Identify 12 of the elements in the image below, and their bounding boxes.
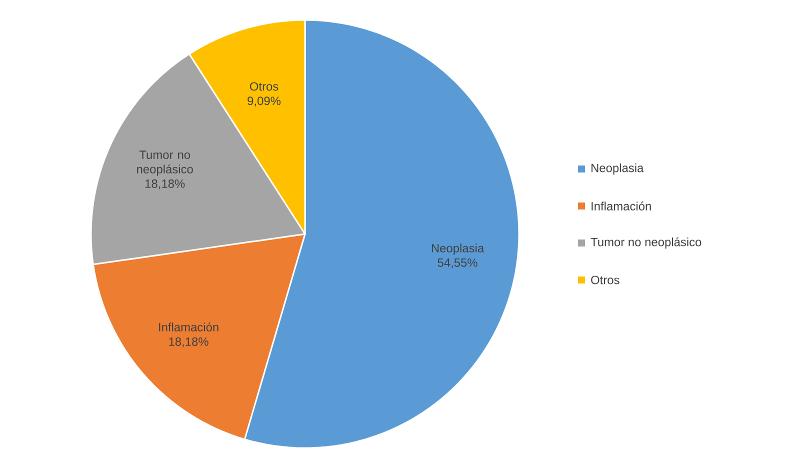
data-label: 18,18% [169,337,208,348]
legend-label: Neoplasia [592,163,644,175]
slice-label: Neoplasia [432,244,484,255]
legend-label: Inflamación [592,202,651,210]
slice-label: Otros [250,82,278,91]
data-label: 9,09% [248,96,281,107]
legend-label: Tumor no neoplásico [590,237,702,249]
slice-label: Tumor no neoplásico [137,150,193,176]
legend-label: Otros [591,276,620,284]
slice-label: Inflamación [159,322,218,332]
data-label: 54,55% [438,258,478,268]
data-label: 18,18% [145,179,185,190]
